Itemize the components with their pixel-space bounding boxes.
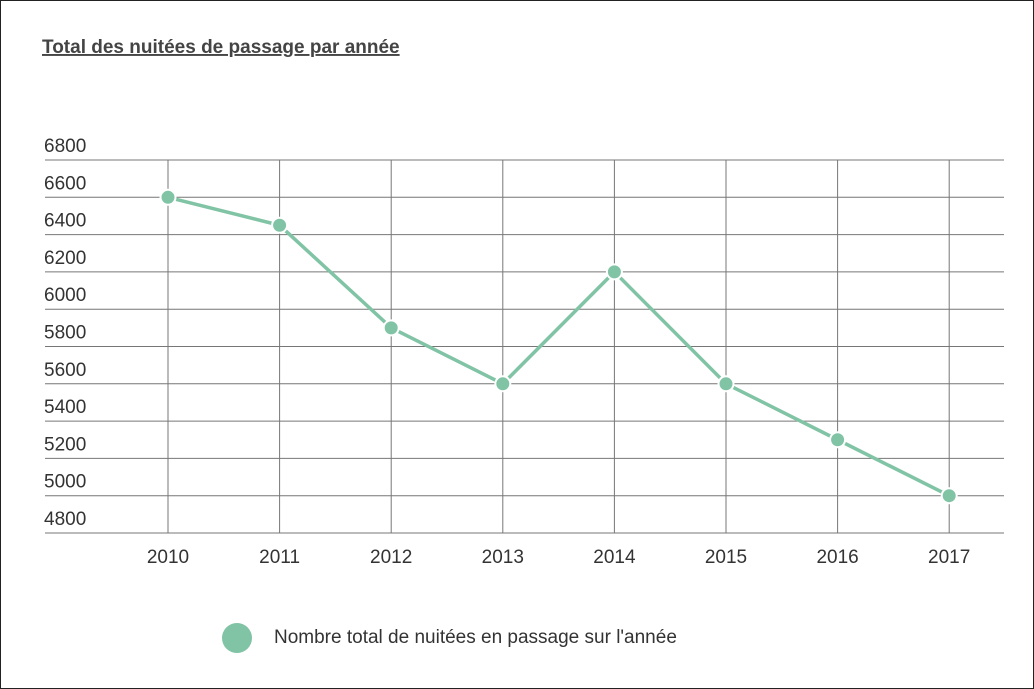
x-tick-label: 2014 xyxy=(593,547,636,568)
point xyxy=(494,375,512,393)
point xyxy=(829,431,847,449)
point xyxy=(717,375,735,393)
point xyxy=(159,188,177,206)
y-tick-label: 5200 xyxy=(44,434,86,455)
y-tick-label: 6600 xyxy=(44,173,86,194)
line xyxy=(167,195,950,498)
chart-title: Total des nuitées de passage par année xyxy=(42,37,400,58)
point xyxy=(271,216,289,234)
y-tick-label: 4800 xyxy=(44,509,86,530)
point xyxy=(940,487,958,505)
y-tick-label: 6400 xyxy=(44,211,86,232)
y-tick-label: 6200 xyxy=(44,248,86,269)
y-tick-label: 6800 xyxy=(44,136,86,157)
point xyxy=(605,263,623,281)
x-tick-label: 2015 xyxy=(705,547,747,568)
x-tick-label: 2016 xyxy=(816,547,858,568)
x-tick-label: 2013 xyxy=(482,547,524,568)
point xyxy=(382,319,400,337)
x-tick-label: 2012 xyxy=(370,547,412,568)
y-tick-label: 5800 xyxy=(44,323,86,344)
x-tick-label: 2017 xyxy=(928,547,970,568)
y-tick-label: 5400 xyxy=(44,397,86,418)
x-tick-label: 2010 xyxy=(147,547,189,568)
y-tick-label: 5000 xyxy=(44,472,86,493)
y-tick-label: 5600 xyxy=(44,360,86,381)
legend-label: Nombre total de nuitées en passage sur l… xyxy=(274,627,677,648)
y-tick-label: 6000 xyxy=(44,285,86,306)
legend-marker xyxy=(222,623,252,653)
x-tick-label: 2011 xyxy=(259,547,300,568)
